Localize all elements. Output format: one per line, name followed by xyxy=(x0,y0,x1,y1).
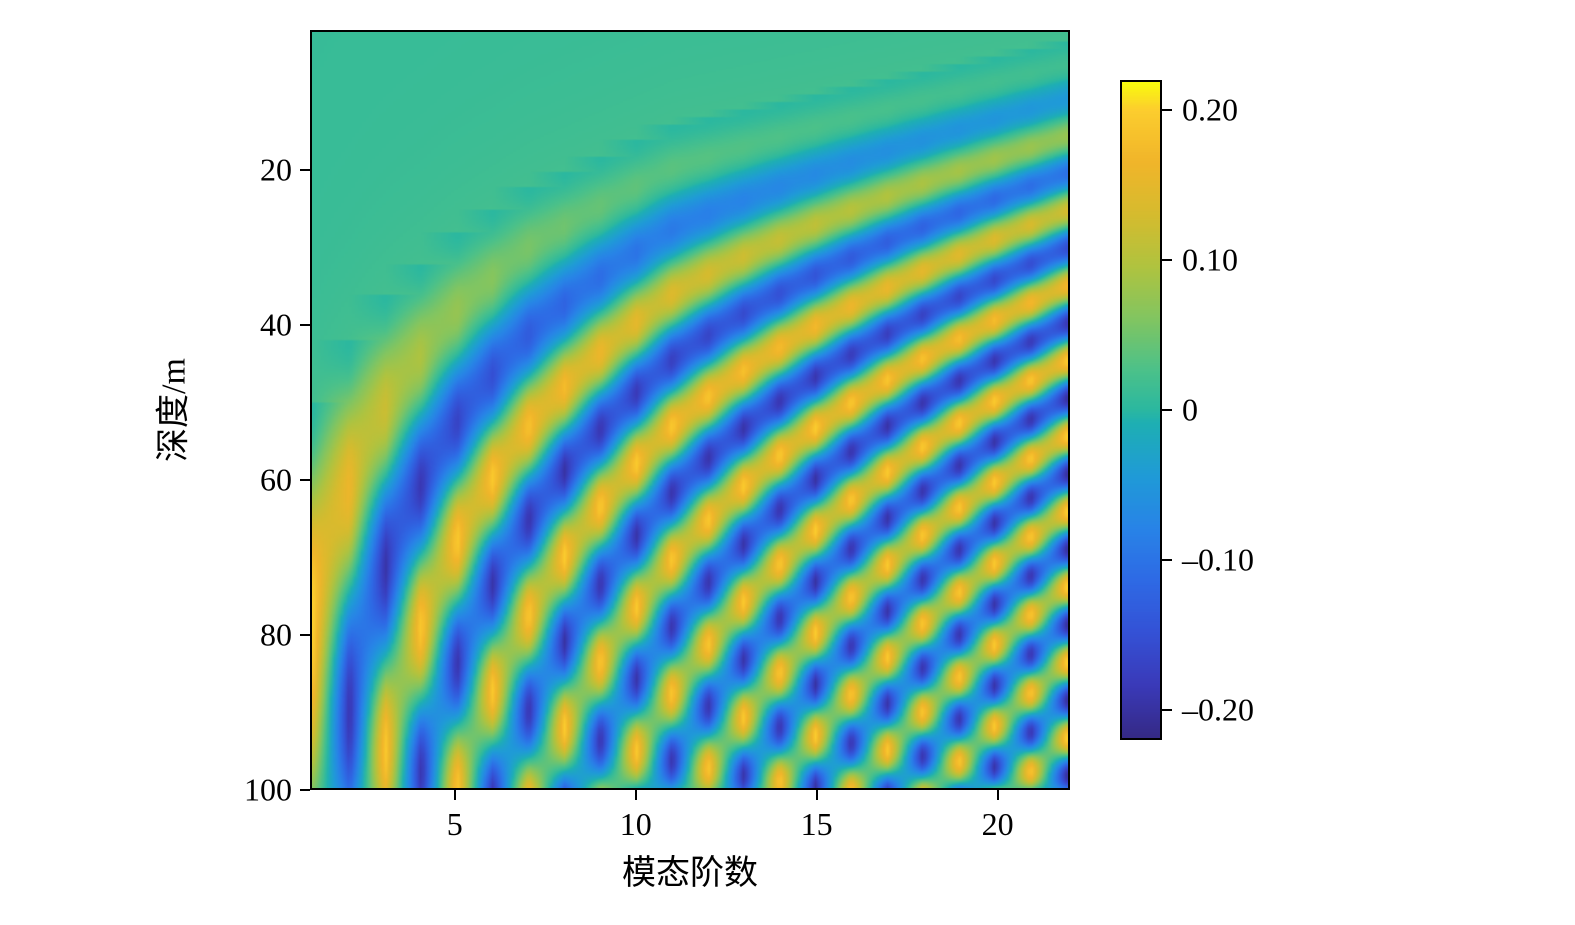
x-axis-label: 模态阶数 xyxy=(622,845,758,894)
figure: 深度/m 模态阶数 20 40 60 80 100 5 10 15 20 –0.20 –0.10 0 0… xyxy=(0,0,1575,925)
y-axis-label: 深度/m xyxy=(146,358,195,462)
heatmap-plot xyxy=(310,30,1070,790)
x-tick-label: 15 xyxy=(801,806,833,843)
y-tick-label: 100 xyxy=(244,772,292,809)
y-tick-label: 40 xyxy=(260,306,292,343)
heatmap-canvas xyxy=(312,32,1068,788)
colorbar-tick-mark xyxy=(1162,409,1172,411)
x-tick-label: 20 xyxy=(982,806,1014,843)
colorbar-tick-mark xyxy=(1162,709,1172,711)
x-tick-label: 10 xyxy=(620,806,652,843)
x-tick-label: 5 xyxy=(447,806,463,843)
y-tick-label: 20 xyxy=(260,151,292,188)
colorbar-tick-mark xyxy=(1162,559,1172,561)
colorbar-tick-mark xyxy=(1162,259,1172,261)
y-tick-mark xyxy=(300,634,310,636)
x-tick-mark xyxy=(454,790,456,800)
y-tick-label: 60 xyxy=(260,461,292,498)
colorbar-canvas xyxy=(1122,82,1160,738)
colorbar-tick-label: 0.20 xyxy=(1182,92,1238,129)
x-tick-mark xyxy=(635,790,637,800)
colorbar-tick-label: –0.10 xyxy=(1182,542,1254,579)
y-tick-mark xyxy=(300,789,310,791)
colorbar xyxy=(1120,80,1162,740)
x-tick-mark xyxy=(816,790,818,800)
y-tick-mark xyxy=(300,479,310,481)
colorbar-tick-label: 0.10 xyxy=(1182,242,1238,279)
y-tick-label: 80 xyxy=(260,616,292,653)
colorbar-tick-mark xyxy=(1162,109,1172,111)
y-tick-mark xyxy=(300,169,310,171)
colorbar-tick-label: 0 xyxy=(1182,392,1198,429)
colorbar-tick-label: –0.20 xyxy=(1182,692,1254,729)
x-tick-mark xyxy=(997,790,999,800)
y-tick-mark xyxy=(300,324,310,326)
